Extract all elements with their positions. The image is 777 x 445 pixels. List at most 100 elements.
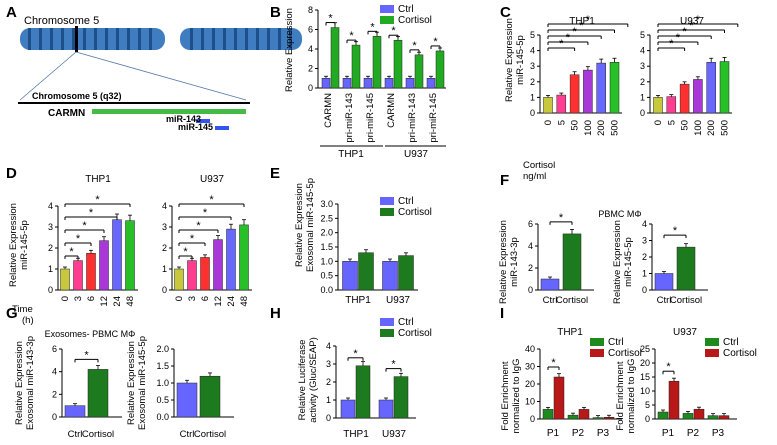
- panel-h-tick-label: 0: [326, 413, 331, 423]
- panel-i-legend-swatch-ctrl: [590, 338, 604, 346]
- panel-d-category: 6: [86, 296, 97, 301]
- panel-i-ylabel: normalized to IgG: [626, 359, 637, 434]
- panel-c-u937-tick-label: 1: [640, 92, 645, 102]
- panel-i-category: P3: [712, 428, 725, 439]
- panel-d-category: 48: [239, 296, 250, 307]
- chromosome-band: [190, 28, 193, 50]
- chromosome-band: [83, 28, 86, 50]
- panel-g-bar: [64, 405, 86, 418]
- panel-f-chart-tick-label: 0: [642, 285, 647, 295]
- panel-g-category: Ctrl: [180, 429, 195, 440]
- panel-d-ylabel: Relative Expression: [8, 203, 19, 287]
- panel-c-thp1-tick-label: 3: [530, 61, 535, 71]
- zoom-line-left: [19, 51, 77, 101]
- panel-c-category: 200: [596, 120, 607, 136]
- panel-b-bracket-star: *: [349, 30, 354, 42]
- panel-d-bracket-star: *: [203, 207, 208, 219]
- panel-f-ylabel: miR-143-3p: [509, 237, 520, 287]
- panel-c-category: 500: [720, 120, 731, 136]
- panel-i-bar-cortisol: [718, 415, 730, 420]
- panel-i-legend-label-ctrl: Ctrl: [608, 337, 624, 348]
- panel-c-bracket-star: *: [579, 20, 584, 32]
- panel-d-bracket-star: *: [183, 246, 188, 258]
- panel-e-legend-swatch-ctrl: [380, 197, 394, 205]
- panel-d-category: 12: [99, 296, 110, 307]
- panel-c-u937-tick-label: 3: [640, 61, 645, 71]
- panel-c-bracket-star: *: [566, 32, 571, 44]
- panel-f-ylabel: miR-145-5p: [623, 237, 634, 287]
- panel-i-thp1-tick-label: 10: [525, 397, 535, 407]
- panel-d-category: 3: [73, 296, 84, 301]
- panel-e-tick-label: 2.5: [320, 213, 333, 223]
- panel-d-bar: [187, 260, 197, 291]
- chromosome-locus-marker: [75, 26, 78, 52]
- panel-h-bracket-star: *: [353, 348, 358, 360]
- panel-f-category: Cortisol: [556, 295, 588, 306]
- panel-f-chart-tick-label: 2: [528, 263, 533, 273]
- panel-f-ylabel: Relative Expression: [612, 220, 623, 304]
- panel-g-ylabel: Exosomal miR-143-3p: [25, 336, 36, 430]
- panel-d-thp1-tick-label: 2: [48, 243, 53, 253]
- panel-b-bar-ctrl: [363, 78, 373, 89]
- panel-h-legend-label-cortisol: Cortisol: [398, 328, 432, 339]
- panel-c-bar: [596, 62, 606, 114]
- panel-c-bracket-star: *: [586, 14, 591, 26]
- panel-h-legend-swatch-cortisol: [380, 329, 394, 337]
- panel-e-tick-label: 0.0: [320, 285, 333, 295]
- panel-d-bar: [174, 268, 184, 291]
- panel-g-chart-tick-label: 2.0: [156, 344, 169, 354]
- panel-e-bar-cortisol: [358, 252, 374, 291]
- panel-b-group-label: THP1: [338, 149, 364, 160]
- panel-letter-f: F: [500, 172, 509, 189]
- panel-b-group-label: U937: [404, 149, 428, 160]
- panel-c-bracket-star: *: [669, 38, 674, 50]
- panel-i-u937-tick-label: 25: [640, 344, 650, 354]
- panel-c-bar: [583, 69, 593, 114]
- panel-i-bar-ctrl: [567, 414, 579, 420]
- panel-b-tick-label: 0: [308, 83, 313, 93]
- panel-e-ylabel: Relative Expression: [294, 183, 305, 267]
- panel-i-thp1-tick-label: 40: [525, 344, 535, 354]
- chromosome-band: [278, 28, 281, 50]
- panel-b-bar-cortisol: [414, 54, 424, 89]
- chromosome-band: [212, 28, 215, 50]
- panel-b-tick-label: 6: [308, 25, 313, 35]
- panel-c-u937-tick-label: 4: [640, 46, 645, 56]
- panel-i-bracket-star: *: [551, 357, 556, 369]
- panel-c-category: 0: [653, 120, 664, 125]
- panel-d-bar: [112, 219, 122, 291]
- panel-c-bar: [609, 62, 620, 114]
- panel-f-chart-tick-label: 3: [642, 236, 647, 246]
- panel-d-bracket-star: *: [196, 220, 201, 232]
- panel-h-bar-cortisol: [355, 365, 371, 419]
- panel-b-bar-cortisol: [330, 27, 340, 89]
- panel-g-chart-tick-label: 4: [52, 367, 57, 377]
- panel-i-bar-cortisol: [553, 376, 565, 420]
- chromosome-band: [267, 28, 270, 50]
- panel-c-bar: [719, 61, 730, 114]
- panel-i-bar-cortisol: [693, 408, 705, 420]
- panel-c-category: 50: [570, 120, 581, 131]
- chromosome-band: [72, 28, 75, 50]
- panel-d-xlabel: (h): [22, 315, 34, 326]
- panel-i-u937-tick-label: 10: [640, 386, 650, 396]
- panel-letter-b: B: [270, 4, 281, 21]
- panel-c-xlabel: ng/ml: [523, 171, 546, 182]
- panel-d-bracket-star: *: [82, 220, 87, 232]
- panel-h-bar-ctrl: [340, 399, 356, 419]
- panel-e-category: THP1: [345, 295, 371, 306]
- panel-g-chart-tick-label: 0: [52, 412, 57, 422]
- panel-c-title: THP1: [569, 16, 595, 27]
- panel-b-bar-ctrl: [342, 78, 352, 89]
- panel-g-ylabel: Exosomal miR-145-5p: [137, 336, 148, 430]
- panel-d-bar: [213, 239, 223, 291]
- panel-d-thp1-tick-label: 1: [48, 264, 53, 274]
- panel-g-bar: [176, 382, 198, 418]
- panel-i-u937-tick-label: 20: [640, 358, 650, 368]
- panel-d-bar: [60, 268, 70, 291]
- chromosome-band: [149, 28, 152, 50]
- panel-i-bar-cortisol: [668, 380, 680, 420]
- panel-h-tick-label: 1: [326, 395, 331, 405]
- panel-d-title: THP1: [85, 174, 111, 185]
- panel-b-bracket-star: *: [370, 21, 375, 33]
